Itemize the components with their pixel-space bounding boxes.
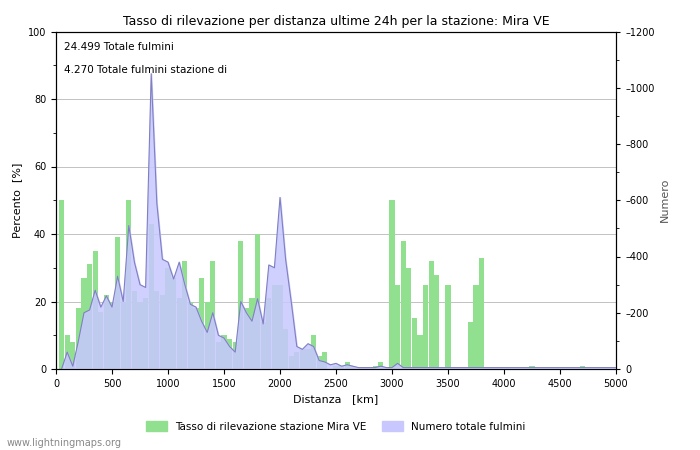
Bar — [115, 237, 120, 369]
Bar — [244, 308, 249, 369]
Bar — [305, 349, 311, 369]
Bar — [339, 365, 344, 369]
Bar — [445, 284, 451, 369]
Bar — [132, 292, 137, 369]
Bar — [417, 335, 423, 369]
Text: www.lightningmaps.org: www.lightningmaps.org — [7, 438, 122, 448]
Bar — [210, 261, 216, 369]
Bar — [249, 298, 255, 369]
Y-axis label: Percento  [%]: Percento [%] — [13, 162, 22, 238]
Bar — [171, 278, 176, 369]
Bar — [479, 257, 484, 369]
Bar — [109, 302, 115, 369]
Bar — [255, 234, 260, 369]
Legend: Tasso di rilevazione stazione Mira VE, Numero totale fulmini: Tasso di rilevazione stazione Mira VE, N… — [142, 417, 530, 436]
Bar — [104, 295, 109, 369]
Bar — [126, 200, 132, 369]
Bar — [143, 298, 148, 369]
Title: Tasso di rilevazione per distanza ultime 24h per la stazione: Mira VE: Tasso di rilevazione per distanza ultime… — [122, 14, 550, 27]
Bar — [64, 335, 70, 369]
Bar — [333, 365, 339, 369]
Bar — [227, 338, 232, 369]
Bar — [160, 295, 165, 369]
Bar — [288, 356, 294, 369]
Bar — [137, 302, 143, 369]
Bar — [283, 328, 288, 369]
Bar — [473, 284, 479, 369]
Bar — [92, 251, 98, 369]
Bar — [59, 200, 64, 369]
Bar — [98, 311, 104, 369]
Bar — [294, 352, 300, 369]
Bar — [468, 322, 473, 369]
Bar — [120, 302, 126, 369]
Bar — [148, 224, 154, 369]
Bar — [277, 284, 283, 369]
Bar — [199, 278, 204, 369]
Bar — [70, 342, 76, 369]
Bar — [76, 308, 81, 369]
Bar — [311, 335, 316, 369]
Bar — [238, 241, 244, 369]
Bar — [266, 298, 272, 369]
Bar — [300, 349, 305, 369]
Text: 24.499 Totale fulmini: 24.499 Totale fulmini — [64, 42, 174, 52]
Bar — [165, 268, 171, 369]
Bar — [260, 322, 266, 369]
Bar — [389, 200, 395, 369]
Bar — [412, 319, 417, 369]
Bar — [204, 302, 210, 369]
Y-axis label: Numero: Numero — [660, 178, 670, 222]
Bar — [580, 365, 585, 369]
Text: 4.270 Totale fulmini stazione di: 4.270 Totale fulmini stazione di — [64, 65, 228, 75]
Bar — [372, 365, 378, 369]
Bar — [529, 365, 535, 369]
Bar — [182, 261, 188, 369]
Bar — [400, 241, 406, 369]
Bar — [188, 302, 193, 369]
Bar — [344, 362, 350, 369]
Bar — [272, 284, 277, 369]
Bar — [193, 308, 199, 369]
Bar — [216, 342, 221, 369]
Bar — [378, 362, 384, 369]
Bar — [423, 284, 428, 369]
Bar — [434, 274, 440, 369]
Bar — [406, 268, 412, 369]
Bar — [87, 264, 92, 369]
Bar — [316, 356, 322, 369]
Bar — [154, 292, 160, 369]
Bar — [176, 298, 182, 369]
Bar — [322, 352, 328, 369]
Bar — [350, 365, 356, 369]
Bar — [81, 278, 87, 369]
X-axis label: Distanza   [km]: Distanza [km] — [293, 394, 379, 404]
Bar — [395, 284, 400, 369]
Bar — [221, 335, 227, 369]
Bar — [428, 261, 434, 369]
Bar — [232, 342, 238, 369]
